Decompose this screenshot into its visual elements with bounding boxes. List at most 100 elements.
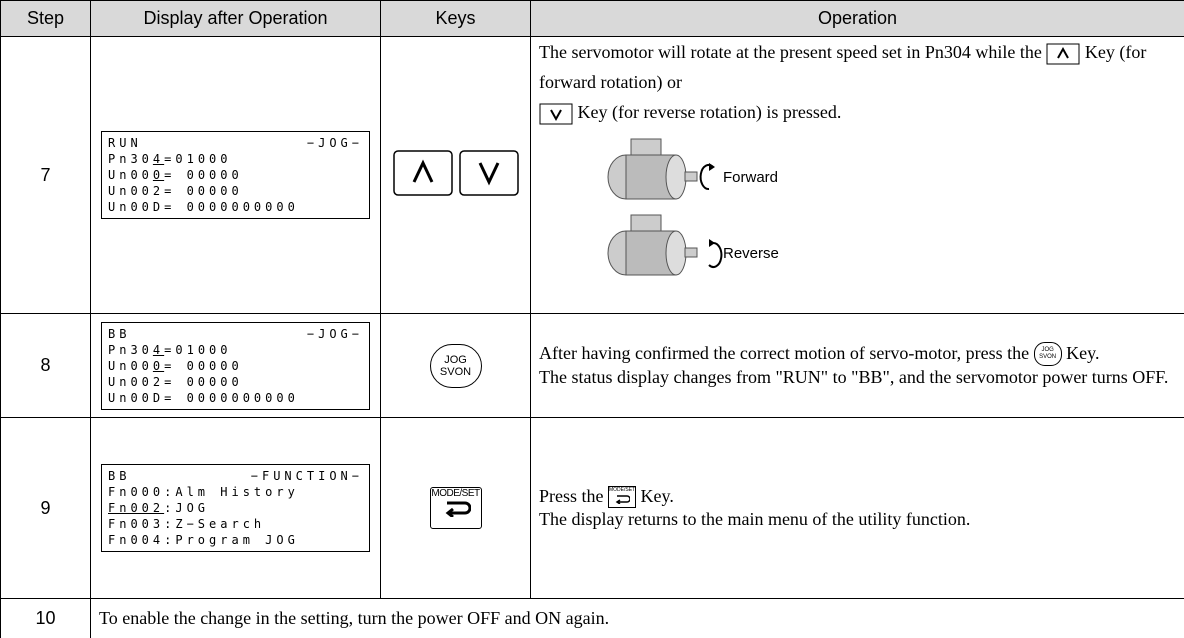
lcd-line: Fn002:JOG (108, 500, 363, 516)
reverse-label: Reverse (723, 245, 779, 262)
mode-key: MODE/SET (430, 487, 482, 529)
key-label: SVON (431, 366, 481, 378)
note-text: To enable the change in the setting, tur… (91, 603, 1184, 633)
lcd-line: Fn003:Z−Search (108, 516, 363, 532)
lcd-line: Un000= 00000 (108, 358, 363, 374)
text: Press the (539, 486, 604, 506)
key-label: JOG (1035, 347, 1061, 354)
return-arrow (441, 499, 471, 517)
lcd-text: Un00 (108, 168, 153, 182)
step: 8 (1, 314, 91, 418)
lcd-line: Pn304=01000 (108, 342, 363, 358)
row: 10 To enable the change in the setting, … (1, 599, 1184, 638)
lcd-line: BB −FUNCTION− (108, 468, 363, 484)
return-arrow (614, 494, 630, 504)
key-label: MODE/SET (431, 488, 479, 499)
motor-drawing (601, 127, 741, 297)
text: Key. (1066, 343, 1099, 363)
lcd-text: Un002= 00000 (108, 375, 243, 389)
lcd-text: Un00 (108, 359, 153, 373)
lcd-text: =01000 (164, 152, 231, 166)
step: 9 (1, 418, 91, 599)
lcd-cursor: 4 (153, 343, 164, 357)
lcd-status: BB (108, 326, 130, 342)
text: The display returns to the main menu of … (539, 509, 970, 529)
keys-cell: MODE/SET (381, 418, 531, 599)
key-label: SVON (1035, 354, 1061, 361)
lcd-status: BB (108, 468, 130, 484)
lcd-text: = 00000 (164, 168, 243, 182)
text: Key (for reverse rotation) is pressed. (578, 102, 842, 122)
note-cell: To enable the change in the setting, tur… (91, 599, 1184, 638)
down-key-icon (539, 103, 573, 125)
operation-cell: After having confirmed the correct motio… (531, 314, 1184, 418)
text: The servomotor will rotate at the presen… (539, 42, 1042, 62)
lcd-text: Fn003:Z−Search (108, 517, 265, 531)
lcd-text: Fn000:Alm History (108, 485, 299, 499)
text: After having confirmed the correct motio… (539, 343, 1029, 363)
operation-cell: The servomotor will rotate at the presen… (531, 37, 1184, 314)
text: The status display changes from "RUN" to… (539, 367, 1168, 387)
lcd-cursor: 0 (153, 359, 164, 373)
lcd-line: Un002= 00000 (108, 374, 363, 390)
step: 10 (1, 599, 91, 638)
lcd-status: RUN (108, 135, 142, 151)
lcd-line: Fn000:Alm History (108, 484, 363, 500)
motor-figure: Forward Reverse (601, 127, 1184, 297)
lcd-cursor: Fn002 (108, 501, 164, 515)
lcd-line: RUN −JOG− (108, 135, 363, 151)
up-key-icon (1046, 43, 1080, 65)
lcd-text: Un00D= 0000000000 (108, 391, 299, 405)
header-row: Step Display after Operation Keys Operat… (1, 1, 1184, 37)
step: 7 (1, 37, 91, 314)
forward-label: Forward (723, 169, 778, 186)
lcd-mode: −JOG− (307, 135, 363, 151)
lcd-mode: −JOG− (307, 326, 363, 342)
lcd-text: Un00D= 0000000000 (108, 200, 299, 214)
arrow-keys (391, 148, 521, 198)
lcd-line: Un00D= 0000000000 (108, 199, 363, 215)
mode-key-icon: MODE/SET (608, 486, 636, 508)
lcd-cursor: 0 (153, 168, 164, 182)
keys-cell (381, 37, 531, 314)
operation-text: After having confirmed the correct motio… (531, 342, 1184, 390)
lcd-cursor: 4 (153, 152, 164, 166)
key-label: JOG (431, 354, 481, 366)
operation-text: Press the MODE/SET Key.The display retur… (531, 485, 1184, 532)
lcd-mode: −FUNCTION− (251, 468, 363, 484)
operation-text: The servomotor will rotate at the presen… (531, 37, 1184, 127)
lcd-line: Un002= 00000 (108, 183, 363, 199)
lcd-line: Un00D= 0000000000 (108, 390, 363, 406)
lcd-line: BB −JOG− (108, 326, 363, 342)
lcd-line: Pn304=01000 (108, 151, 363, 167)
lcd-text: =01000 (164, 343, 231, 357)
lcd-text: Pn30 (108, 152, 153, 166)
header-cell: Keys (381, 1, 531, 37)
key-label: MODE/SET (609, 487, 635, 493)
header-cell: Display after Operation (91, 1, 381, 37)
lcd-text: Fn004:Program JOG (108, 533, 299, 547)
header-cell: Step (1, 1, 91, 37)
operation-cell: Press the MODE/SET Key.The display retur… (531, 418, 1184, 599)
header-cell: Operation (531, 1, 1184, 37)
lcd-text: = 00000 (164, 359, 243, 373)
lcd-line: Un000= 00000 (108, 167, 363, 183)
lcd-line: Fn004:Program JOG (108, 532, 363, 548)
lcd-text: Un002= 00000 (108, 184, 243, 198)
lcd-text: Pn30 (108, 343, 153, 357)
